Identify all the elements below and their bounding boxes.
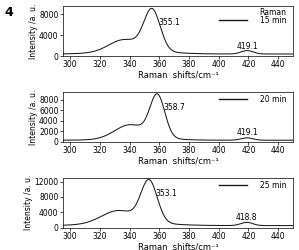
Text: 20 min: 20 min: [260, 95, 286, 104]
X-axis label: Raman  shifts/cm⁻¹: Raman shifts/cm⁻¹: [138, 156, 218, 165]
Text: 353.1: 353.1: [155, 189, 177, 198]
Text: 419.1: 419.1: [236, 128, 258, 138]
Text: 4: 4: [4, 6, 13, 19]
Y-axis label: Intensity /a. u.: Intensity /a. u.: [24, 175, 33, 230]
Text: 355.1: 355.1: [158, 18, 180, 27]
Y-axis label: Intensity /a. u.: Intensity /a. u.: [29, 4, 38, 59]
X-axis label: Raman  shifts/cm⁻¹: Raman shifts/cm⁻¹: [138, 242, 218, 250]
Text: 419.1: 419.1: [236, 42, 258, 51]
Text: 358.7: 358.7: [163, 103, 185, 112]
X-axis label: Raman  shifts/cm⁻¹: Raman shifts/cm⁻¹: [138, 71, 218, 80]
Text: 15 min: 15 min: [260, 16, 286, 25]
Text: 25 min: 25 min: [260, 181, 286, 190]
Text: Raman: Raman: [259, 8, 286, 17]
Y-axis label: Intensity /a. u.: Intensity /a. u.: [29, 89, 38, 144]
Text: 418.8: 418.8: [236, 213, 257, 222]
